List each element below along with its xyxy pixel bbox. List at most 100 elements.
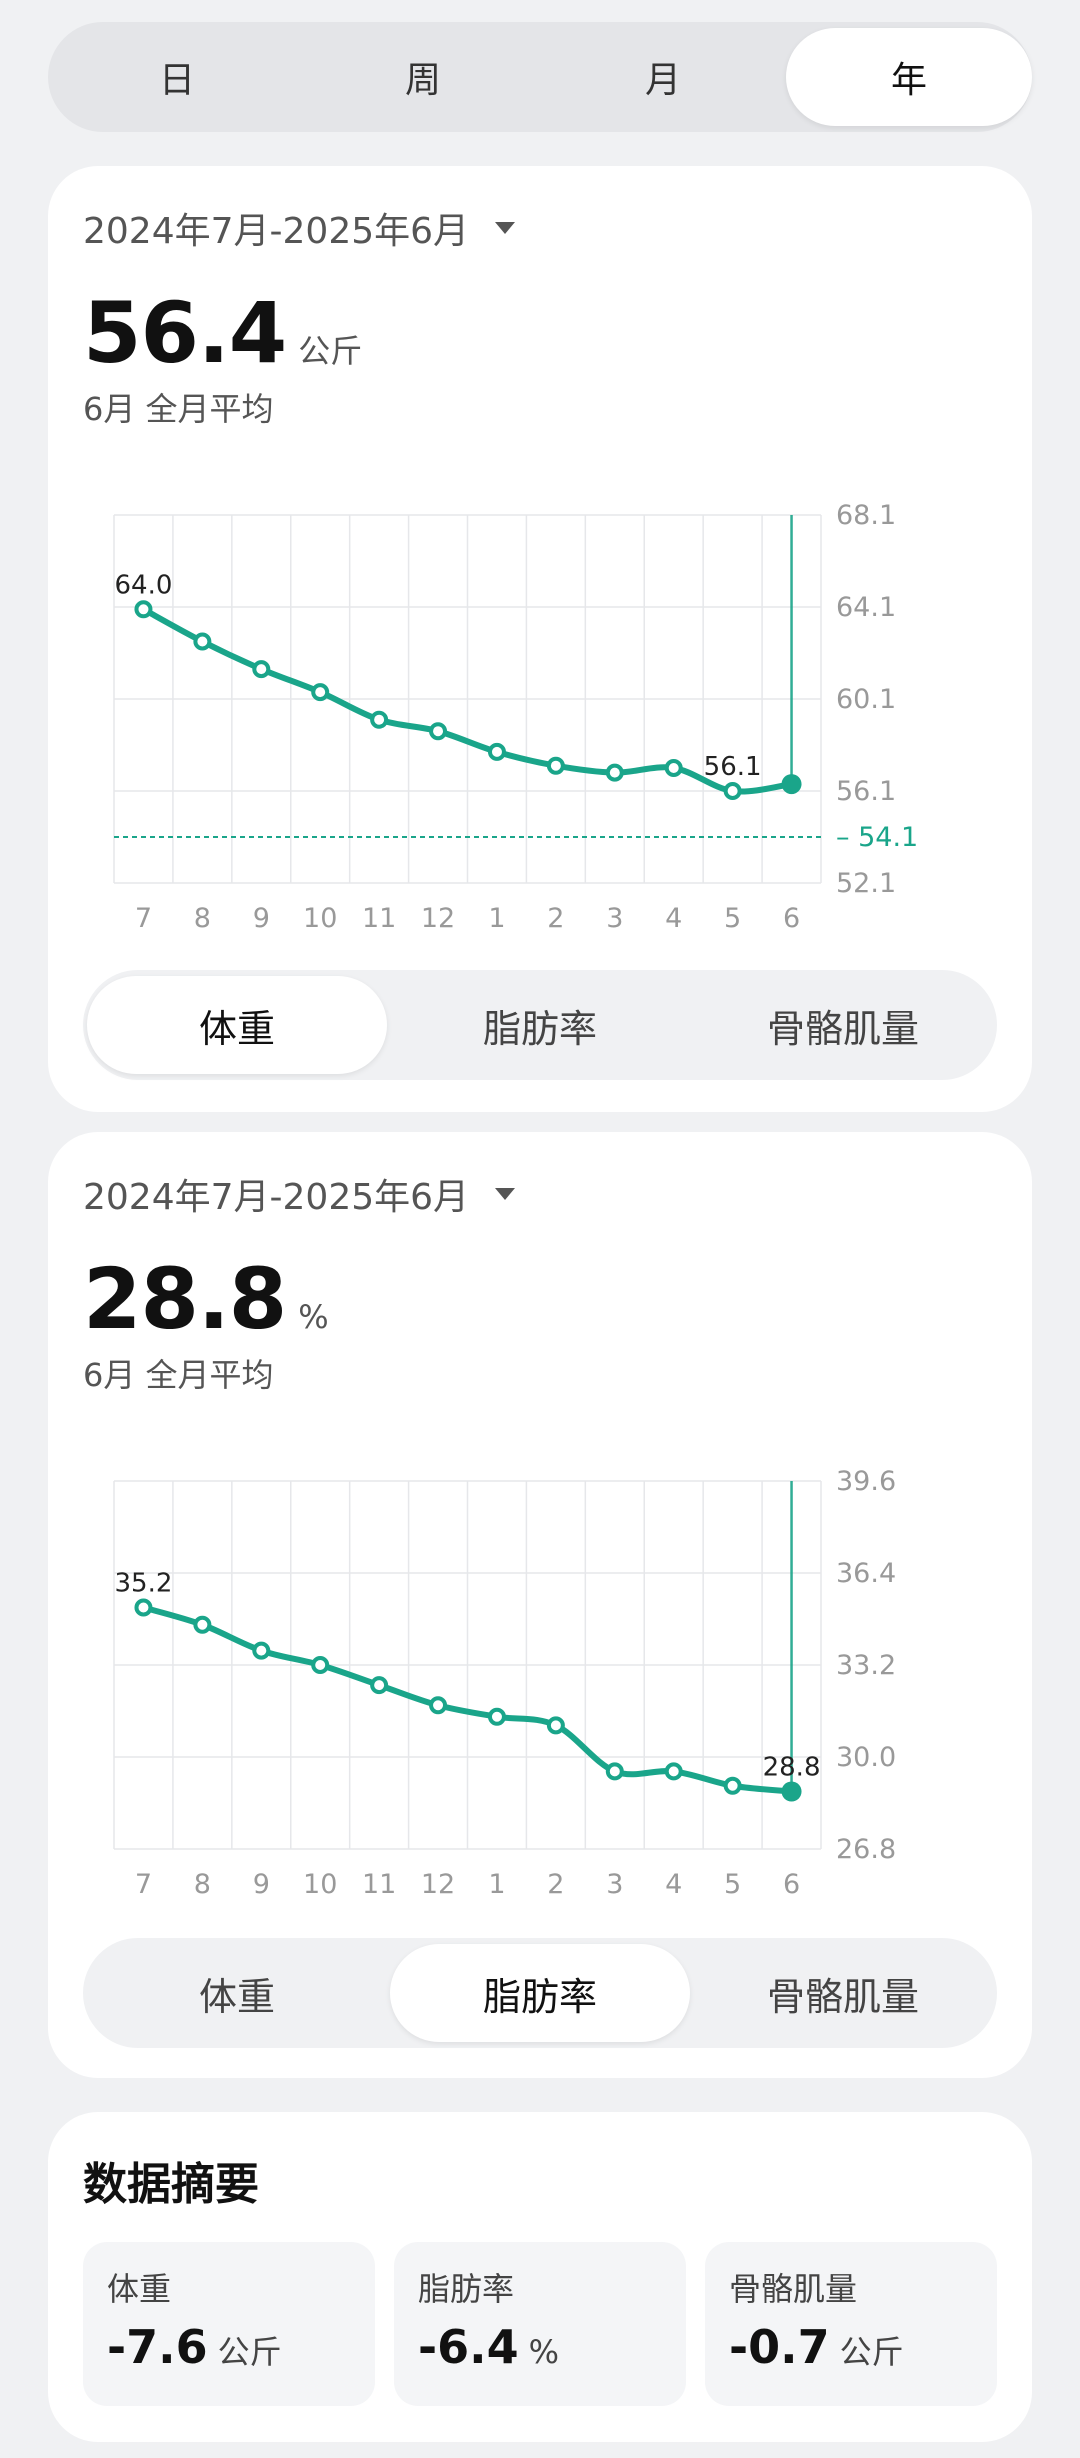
fat-average: 28.8 % xyxy=(83,1250,329,1348)
period-tab-week[interactable]: 周 xyxy=(404,60,441,101)
x-tick-label: 4 xyxy=(665,1869,682,1900)
data-label: 56.1 xyxy=(704,752,762,782)
x-tick-label: 11 xyxy=(362,903,396,934)
data-point xyxy=(487,1707,506,1726)
y-tick-label: 64.1 xyxy=(836,592,896,623)
summary-label: 脂肪率 xyxy=(418,2270,515,2308)
x-tick-label: 1 xyxy=(488,1869,505,1900)
summary-label: 体重 xyxy=(107,2270,172,2308)
fat-subtitle: 6月 全月平均 xyxy=(83,1356,274,1394)
data-label: 28.8 xyxy=(763,1753,821,1783)
x-tick-label: 10 xyxy=(303,1869,337,1900)
x-tick-label: 5 xyxy=(724,903,741,934)
data-point xyxy=(723,1776,742,1795)
target-label: – 54.1 xyxy=(836,822,918,853)
summary-value: -6.4 xyxy=(418,2320,519,2374)
summary-label: 骨骼肌量 xyxy=(729,2270,858,2308)
x-tick-label: 2 xyxy=(547,1869,564,1900)
x-tick-label: 1 xyxy=(488,903,505,934)
data-point xyxy=(134,1598,153,1617)
fat-line-chart: 39.636.433.230.026.87 8 9 10 11 12 1 2 3 4 5 635.22… xyxy=(113,1466,896,1900)
data-point xyxy=(193,632,212,651)
data-point xyxy=(723,782,742,800)
weight-value: 56.4 xyxy=(83,284,287,382)
period-tab-month[interactable]: 月 xyxy=(644,60,681,101)
x-tick-label: 9 xyxy=(253,1869,270,1900)
y-tick-label: 52.1 xyxy=(836,868,896,899)
x-tick-label: 9 xyxy=(253,903,270,934)
period-tab-day[interactable]: 日 xyxy=(158,60,195,101)
fat-unit: % xyxy=(298,1298,329,1336)
x-tick-label: 6 xyxy=(783,1869,800,1900)
summary-unit: 公斤 xyxy=(839,2333,904,2371)
date-range-selector[interactable]: 2024年7月-2025年6月 xyxy=(83,202,516,254)
y-tick-label: 39.6 xyxy=(836,1466,896,1497)
data-point xyxy=(605,1762,624,1781)
x-tick-label: 8 xyxy=(194,1869,211,1900)
x-tick-label: 3 xyxy=(606,1869,623,1900)
data-point xyxy=(370,710,389,729)
x-tick-label: 7 xyxy=(135,1869,152,1900)
x-tick-label: 5 xyxy=(724,1869,741,1900)
data-point xyxy=(429,1696,448,1715)
summary-weight[interactable]: 体重 -7.6 公斤 xyxy=(83,2242,375,2406)
y-tick-label: 36.4 xyxy=(836,1558,896,1589)
data-point xyxy=(311,1656,330,1674)
caret-down-icon xyxy=(495,222,516,234)
caret-down-icon xyxy=(495,1188,516,1200)
x-tick-label: 3 xyxy=(606,903,623,934)
data-point xyxy=(664,1762,683,1781)
data-label: 64.0 xyxy=(115,570,173,600)
y-tick-label: 30.0 xyxy=(836,1742,896,1773)
tab-fat-rate[interactable]: 脂肪率 xyxy=(390,1944,690,2042)
summary-value: -7.6 xyxy=(107,2320,208,2374)
x-tick-label: 2 xyxy=(547,903,564,934)
y-tick-label: 56.1 xyxy=(836,776,896,807)
x-tick-label: 4 xyxy=(665,903,682,934)
data-point xyxy=(370,1676,389,1695)
data-point xyxy=(546,1716,565,1735)
period-tab-year[interactable]: 年 xyxy=(786,28,1032,126)
data-summary-card: 数据摘要 体重 -7.6 公斤 脂肪率 -6.4 % 骨骼肌量 -0.7 公斤 xyxy=(48,2112,1032,2442)
tab-weight[interactable]: 体重 xyxy=(198,1974,275,2019)
weight-line-chart: 68.164.160.156.152.1– 54.17 8 9 10 11 12 1 2 3 4 5… xyxy=(113,500,918,934)
tab-fat-rate[interactable]: 脂肪率 xyxy=(482,1006,597,1051)
date-range-label: 2024年7月-2025年6月 xyxy=(83,211,470,252)
tab-muscle-mass[interactable]: 骨骼肌量 xyxy=(766,1974,919,2019)
data-point xyxy=(252,1641,271,1660)
y-tick-label: 26.8 xyxy=(836,1834,896,1865)
data-point xyxy=(311,683,330,702)
tab-weight[interactable]: 体重 xyxy=(87,976,387,1074)
x-tick-label: 8 xyxy=(194,903,211,934)
data-point xyxy=(134,600,153,619)
x-tick-label: 12 xyxy=(421,903,455,934)
data-point xyxy=(252,660,271,679)
metric-tabs: 体重 脂肪率 骨骼肌量 xyxy=(83,1938,997,2048)
data-point xyxy=(429,722,448,741)
fat-value: 28.8 xyxy=(83,1250,287,1348)
summary-muscle-mass[interactable]: 骨骼肌量 -0.7 公斤 xyxy=(705,2242,997,2406)
data-point xyxy=(193,1615,212,1634)
x-tick-label: 7 xyxy=(135,903,152,934)
fat-rate-card: 2024年7月-2025年6月 28.8 % 6月 全月平均 39.6 36.4 3… xyxy=(48,1132,1032,2078)
data-point xyxy=(487,742,506,761)
data-label: 35.2 xyxy=(115,1569,173,1599)
selected-data-point xyxy=(781,1781,802,1802)
x-tick-label: 12 xyxy=(421,1869,455,1900)
period-segmented-control: 日 周 月 年 xyxy=(48,22,1032,132)
tab-muscle-mass[interactable]: 骨骼肌量 xyxy=(766,1006,919,1051)
weight-subtitle: 6月 全月平均 xyxy=(83,390,274,428)
x-tick-label: 10 xyxy=(303,903,337,934)
x-tick-label: 11 xyxy=(362,1869,396,1900)
weight-average: 56.4 公斤 xyxy=(83,284,362,382)
summary-fat-rate[interactable]: 脂肪率 -6.4 % xyxy=(394,2242,686,2406)
metric-tabs: 体重 脂肪率 骨骼肌量 xyxy=(83,970,997,1080)
selected-data-point xyxy=(781,774,802,795)
summary-title: 数据摘要 xyxy=(83,2159,259,2210)
weight-card: 2024年7月-2025年6月 56.4 公斤 6月 全月平均 68.1 64.1… xyxy=(48,166,1032,1112)
date-range-label: 2024年7月-2025年6月 xyxy=(83,1177,470,1218)
summary-unit: % xyxy=(528,2333,559,2371)
data-point xyxy=(546,756,565,775)
summary-value: -0.7 xyxy=(729,2320,830,2374)
date-range-selector[interactable]: 2024年7月-2025年6月 xyxy=(83,1168,516,1220)
